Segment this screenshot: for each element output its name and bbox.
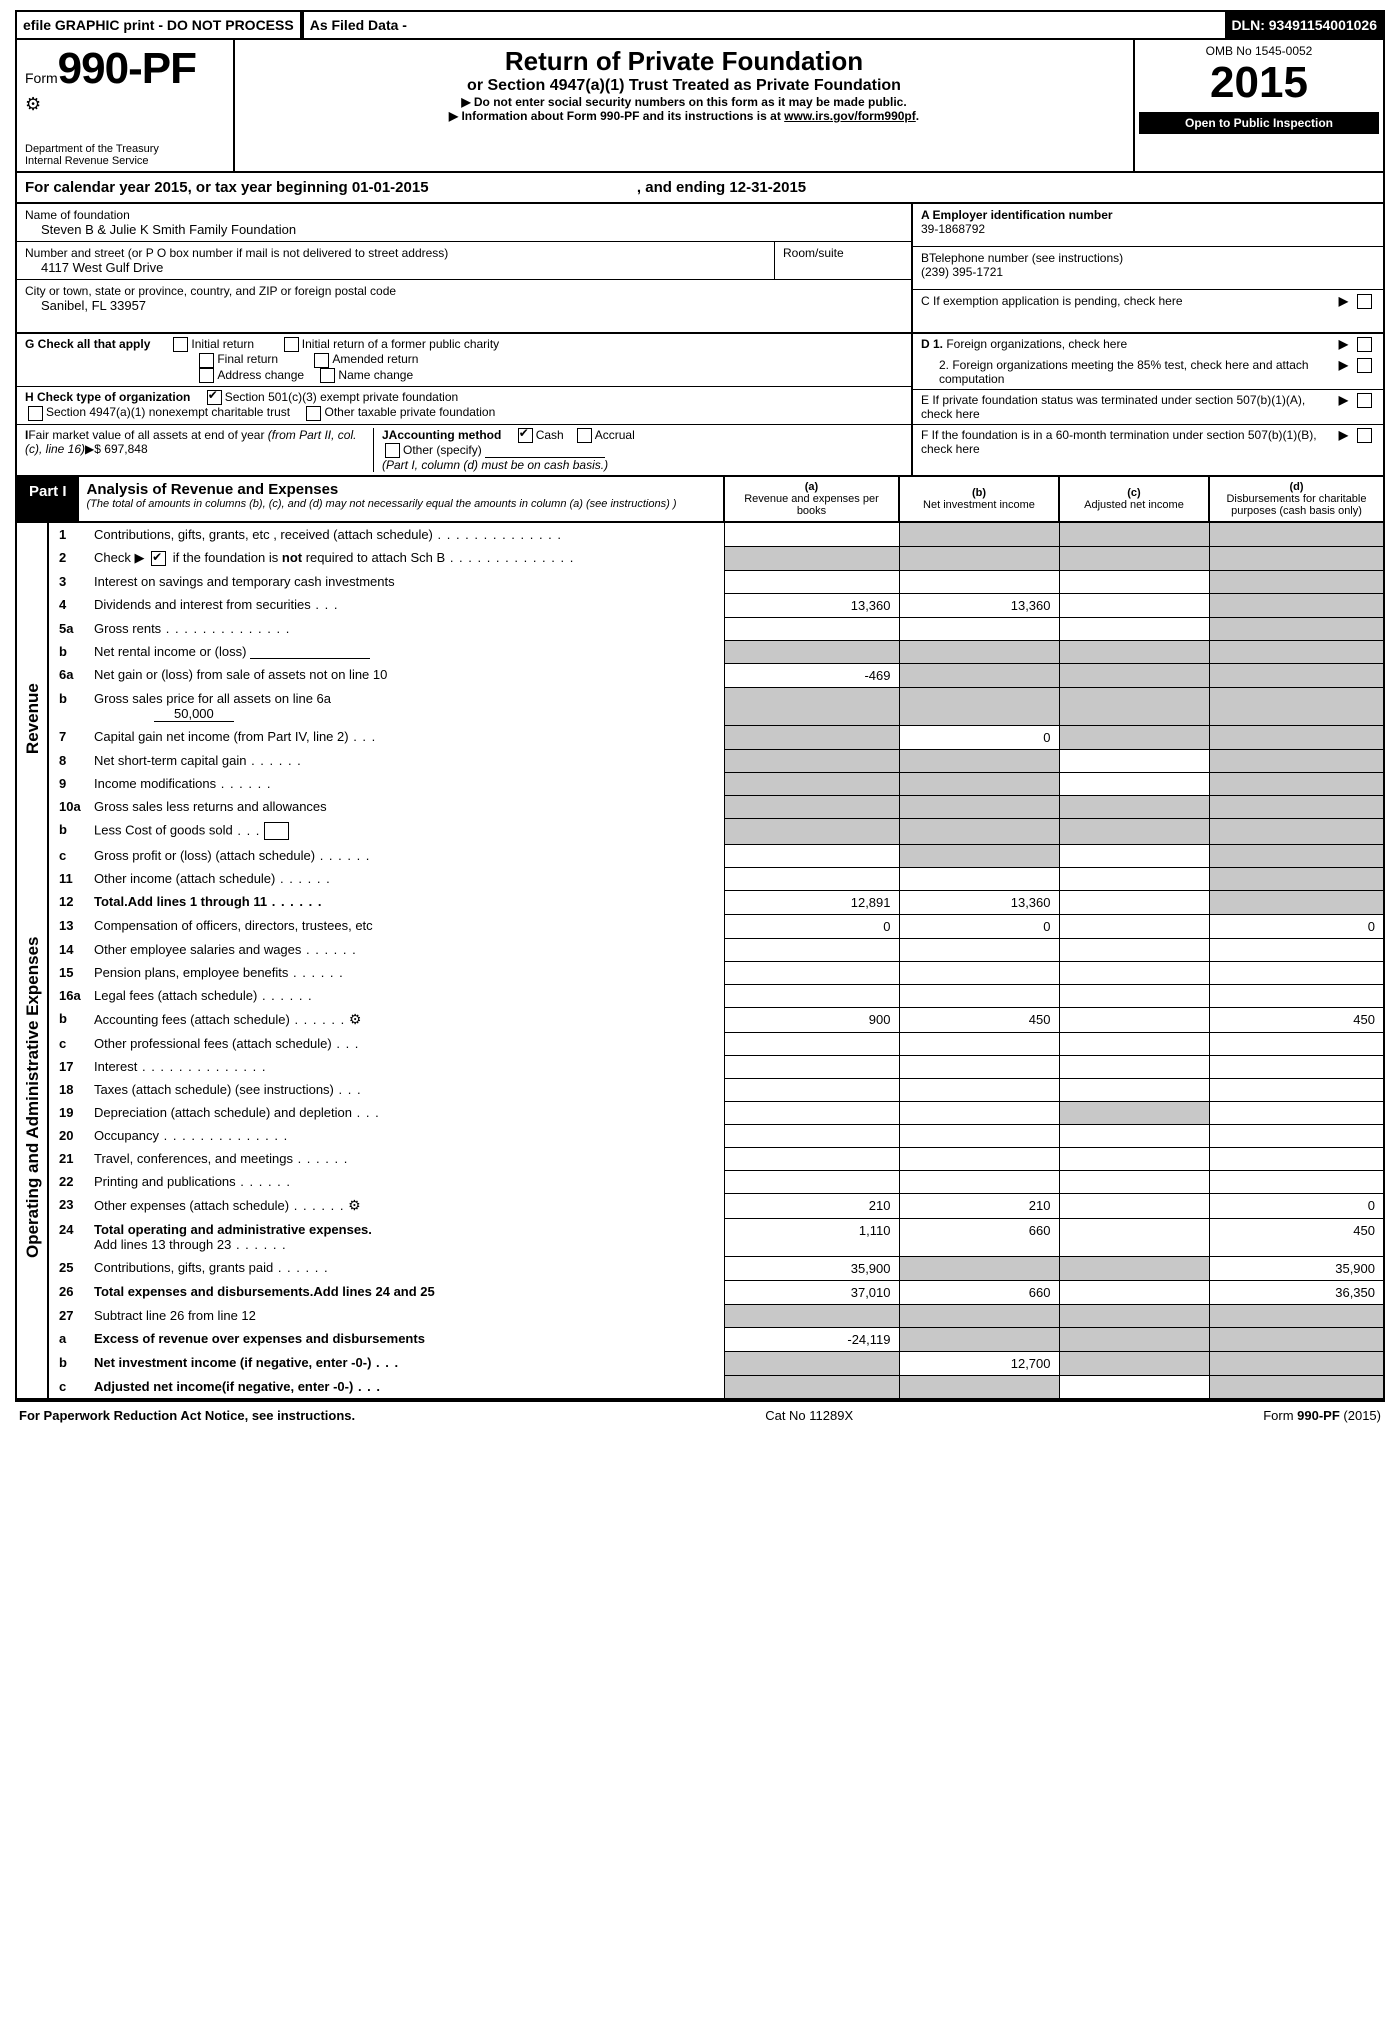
r24-a: 1,110 [724, 1218, 899, 1256]
r27b-b: 12,700 [899, 1351, 1059, 1375]
r23-b: 210 [899, 1193, 1059, 1218]
g-former-checkbox[interactable] [284, 337, 299, 352]
fmv-value: 697,848 [104, 442, 147, 456]
r25-d: 35,900 [1209, 1256, 1384, 1280]
h-other-checkbox[interactable] [306, 406, 321, 421]
j-cash-checkbox[interactable] [518, 428, 533, 443]
r25-a: 35,900 [724, 1256, 899, 1280]
r23-a: 210 [724, 1193, 899, 1218]
r24-d: 450 [1209, 1218, 1384, 1256]
r16b-a: 900 [724, 1007, 899, 1032]
foundation-name: Steven B & Julie K Smith Family Foundati… [25, 222, 903, 237]
part1-note: (The total of amounts in columns (b), (c… [87, 498, 715, 510]
street-address: 4117 West Gulf Drive [25, 260, 766, 275]
paperwork-notice: For Paperwork Reduction Act Notice, see … [19, 1408, 355, 1423]
col-a-header: (a)Revenue and expenses per books [723, 477, 898, 521]
i-label: IFair market value of all assets at end … [25, 428, 356, 456]
e-checkbox[interactable] [1357, 393, 1372, 408]
dln: DLN: 93491154001026 [1225, 12, 1383, 38]
r26-d: 36,350 [1209, 1280, 1384, 1304]
g-address-checkbox[interactable] [199, 368, 214, 383]
f-checkbox[interactable] [1357, 428, 1372, 443]
city-label: City or town, state or province, country… [25, 284, 903, 298]
r7-b: 0 [899, 725, 1059, 749]
top-bar: efile GRAPHIC print - DO NOT PROCESS As … [15, 10, 1385, 40]
r6b-val: 50,000 [154, 706, 234, 722]
name-label: Name of foundation [25, 208, 903, 222]
col-b-header: (b)Net investment income [898, 477, 1058, 521]
r24-b: 660 [899, 1218, 1059, 1256]
ein-label: A Employer identification number [921, 208, 1375, 222]
part1-tag: Part I [17, 477, 79, 521]
ein: 39-1868792 [921, 222, 1375, 236]
calendar-row: For calendar year 2015, or tax year begi… [15, 173, 1385, 204]
asfiled-label: As Filed Data - [304, 12, 413, 38]
r6a-a: -469 [724, 663, 899, 687]
r26-a: 37,010 [724, 1280, 899, 1304]
tax-year: 2015 [1139, 58, 1379, 108]
d1-checkbox[interactable] [1357, 337, 1372, 352]
g-amended-checkbox[interactable] [314, 353, 329, 368]
efile-label: efile GRAPHIC print - DO NOT PROCESS [17, 12, 300, 38]
col-c-header: (c)Adjusted net income [1058, 477, 1208, 521]
g-name-checkbox[interactable] [320, 368, 335, 383]
j-accrual-checkbox[interactable] [577, 428, 592, 443]
form-title: Return of Private Foundation [241, 46, 1127, 77]
warning: ▶ Do not enter social security numbers o… [241, 95, 1127, 109]
part1-title: Analysis of Revenue and Expenses [87, 481, 715, 498]
schb-checkbox[interactable] [151, 551, 166, 566]
form-number: 990-PF [58, 44, 196, 93]
r16b-b: 450 [899, 1007, 1059, 1032]
attachment-icon[interactable]: ⚙ [348, 1197, 361, 1213]
city-state-zip: Sanibel, FL 33957 [25, 298, 903, 313]
revenue-side-label: Revenue [16, 523, 48, 914]
r23-d: 0 [1209, 1193, 1384, 1218]
r27a-a: -24,119 [724, 1327, 899, 1351]
room-label: Room/suite [783, 246, 903, 260]
addr-label: Number and street (or P O box number if … [25, 246, 766, 260]
phone-label: BTelephone number (see instructions) [921, 251, 1375, 265]
cat-no: Cat No 11289X [765, 1408, 853, 1423]
d2-checkbox[interactable] [1357, 358, 1372, 373]
r13-b: 0 [899, 914, 1059, 938]
form-word: Form [25, 70, 58, 86]
c-checkbox[interactable] [1357, 294, 1372, 309]
phone: (239) 395-1721 [921, 265, 1375, 279]
dept: Department of the Treasury [25, 143, 225, 155]
part1-header: Part I Analysis of Revenue and Expenses … [15, 477, 1385, 523]
r16b-d: 450 [1209, 1007, 1384, 1032]
attachment-icon[interactable]: ⚙ [349, 1011, 362, 1027]
j-note: (Part I, column (d) must be on cash basi… [382, 458, 608, 472]
j-other-checkbox[interactable] [385, 443, 400, 458]
r4-b: 13,360 [899, 593, 1059, 617]
r13-d: 0 [1209, 914, 1384, 938]
r13-a: 0 [724, 914, 899, 938]
form-header: Form990-PF ⚙ Department of the Treasury … [15, 40, 1385, 173]
r12-b: 13,360 [899, 890, 1059, 914]
form-subtitle: or Section 4947(a)(1) Trust Treated as P… [241, 77, 1127, 95]
g-initial-checkbox[interactable] [173, 337, 188, 352]
part1-table: Revenue 1Contributions, gifts, grants, e… [15, 523, 1385, 1400]
form-ref: Form 990-PF (2015) [1263, 1408, 1381, 1423]
col-d-header: (d)Disbursements for charitable purposes… [1208, 477, 1383, 521]
c-label: C If exemption application is pending, c… [921, 294, 1333, 308]
entity-info: Name of foundation Steven B & Julie K Sm… [15, 204, 1385, 334]
h-4947-checkbox[interactable] [28, 406, 43, 421]
info-line: ▶ Information about Form 990-PF and its … [241, 109, 1127, 123]
h-501c3-checkbox[interactable] [207, 390, 222, 405]
irs: Internal Revenue Service [25, 155, 225, 167]
page-footer: For Paperwork Reduction Act Notice, see … [15, 1400, 1385, 1429]
r12-a: 12,891 [724, 890, 899, 914]
expenses-side-label: Operating and Administrative Expenses [16, 914, 48, 1280]
r26-b: 660 [899, 1280, 1059, 1304]
g-final-checkbox[interactable] [199, 353, 214, 368]
public-inspection: Open to Public Inspection [1139, 112, 1379, 134]
check-section: G Check all that apply Initial return In… [15, 334, 1385, 477]
irs-link[interactable]: www.irs.gov/form990pf [784, 109, 916, 123]
omb: OMB No 1545-0052 [1139, 44, 1379, 58]
r4-a: 13,360 [724, 593, 899, 617]
